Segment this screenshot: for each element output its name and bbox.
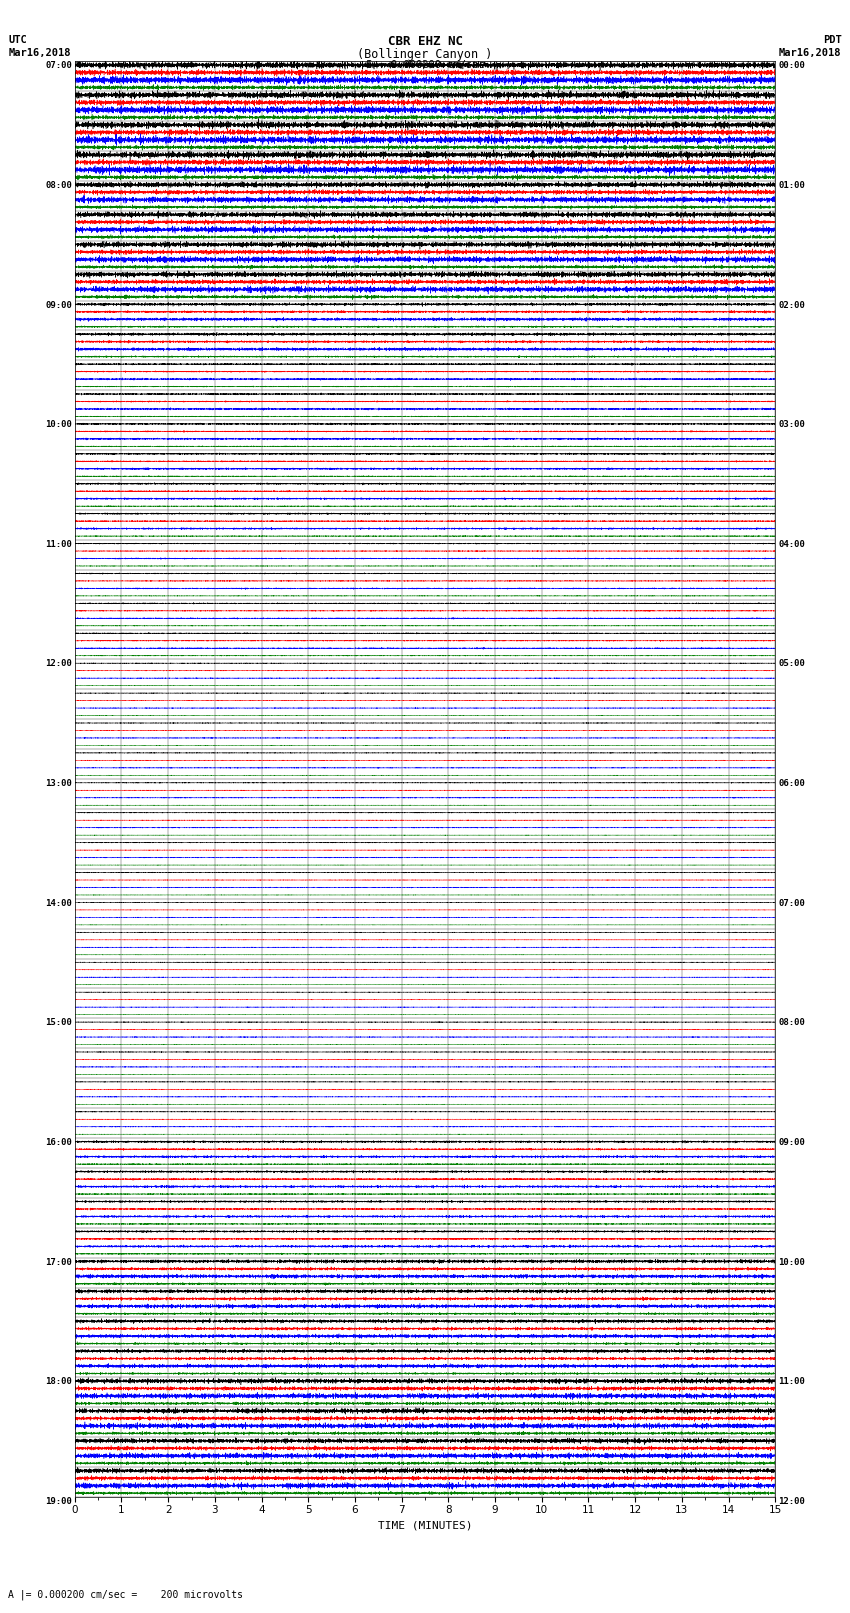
Text: 09:00: 09:00	[45, 300, 72, 310]
Text: (Bollinger Canyon ): (Bollinger Canyon )	[357, 48, 493, 61]
Text: I = 0.000200 cm/sec: I = 0.000200 cm/sec	[366, 60, 484, 69]
Text: 12:00: 12:00	[45, 660, 72, 668]
Text: 10:00: 10:00	[778, 1258, 805, 1266]
Text: 06:00: 06:00	[778, 779, 805, 789]
Text: 07:00: 07:00	[778, 898, 805, 908]
X-axis label: TIME (MINUTES): TIME (MINUTES)	[377, 1519, 473, 1531]
Text: CBR EHZ NC: CBR EHZ NC	[388, 35, 462, 48]
Text: Mar16,2018: Mar16,2018	[779, 48, 842, 58]
Text: 17:00: 17:00	[45, 1258, 72, 1266]
Text: 19:00: 19:00	[45, 1497, 72, 1507]
Text: 04:00: 04:00	[778, 540, 805, 548]
Text: 13:00: 13:00	[45, 779, 72, 789]
Text: 15:00: 15:00	[45, 1018, 72, 1027]
Text: 11:00: 11:00	[778, 1378, 805, 1386]
Text: 00:00: 00:00	[778, 61, 805, 71]
Text: 02:00: 02:00	[778, 300, 805, 310]
Text: A |= 0.000200 cm/sec =    200 microvolts: A |= 0.000200 cm/sec = 200 microvolts	[8, 1589, 243, 1600]
Text: 08:00: 08:00	[778, 1018, 805, 1027]
Text: 05:00: 05:00	[778, 660, 805, 668]
Text: 11:00: 11:00	[45, 540, 72, 548]
Text: 08:00: 08:00	[45, 181, 72, 190]
Text: 18:00: 18:00	[45, 1378, 72, 1386]
Text: UTC: UTC	[8, 35, 27, 45]
Text: 14:00: 14:00	[45, 898, 72, 908]
Text: 03:00: 03:00	[778, 421, 805, 429]
Text: 16:00: 16:00	[45, 1139, 72, 1147]
Text: 10:00: 10:00	[45, 421, 72, 429]
Text: 07:00: 07:00	[45, 61, 72, 71]
Text: 12:00: 12:00	[778, 1497, 805, 1507]
Text: Mar16,2018: Mar16,2018	[8, 48, 71, 58]
Text: 09:00: 09:00	[778, 1139, 805, 1147]
Text: 01:00: 01:00	[778, 181, 805, 190]
Text: PDT: PDT	[823, 35, 842, 45]
